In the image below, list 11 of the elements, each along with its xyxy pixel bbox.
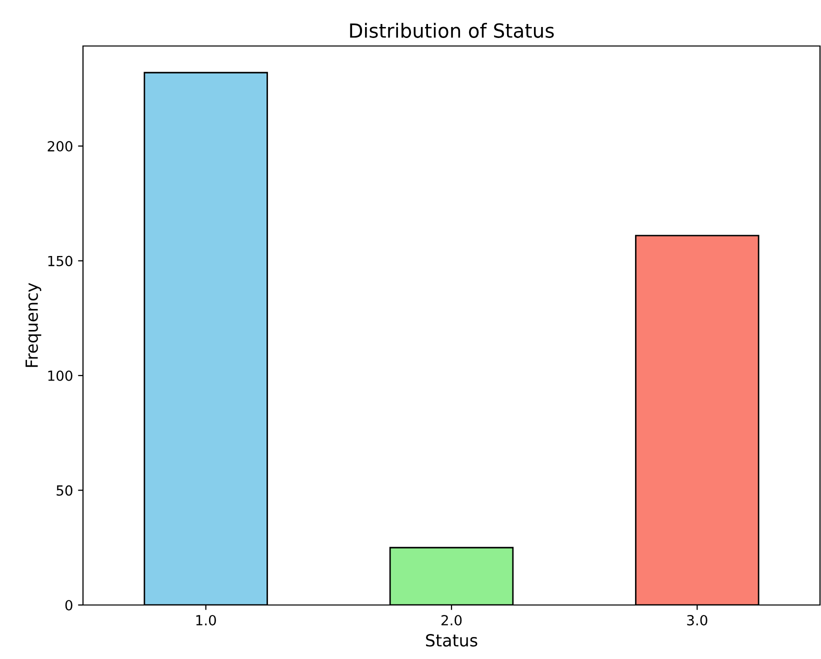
x-tick-label: 1.0: [196, 614, 216, 626]
y-tick-label: 0: [65, 600, 72, 610]
x-tick-label: 3.0: [687, 614, 708, 626]
y-tick-label: 100: [48, 370, 72, 381]
y-tick-label: 150: [48, 256, 72, 266]
x-tick-label: 2.0: [441, 614, 462, 626]
y-tick-label: 200: [48, 141, 72, 152]
y-tick-label: 50: [56, 485, 72, 496]
chart-title: Distribution of Status: [350, 22, 554, 38]
x-axis-title: Status: [426, 634, 478, 647]
y-axis-title: Frequency: [26, 282, 42, 367]
